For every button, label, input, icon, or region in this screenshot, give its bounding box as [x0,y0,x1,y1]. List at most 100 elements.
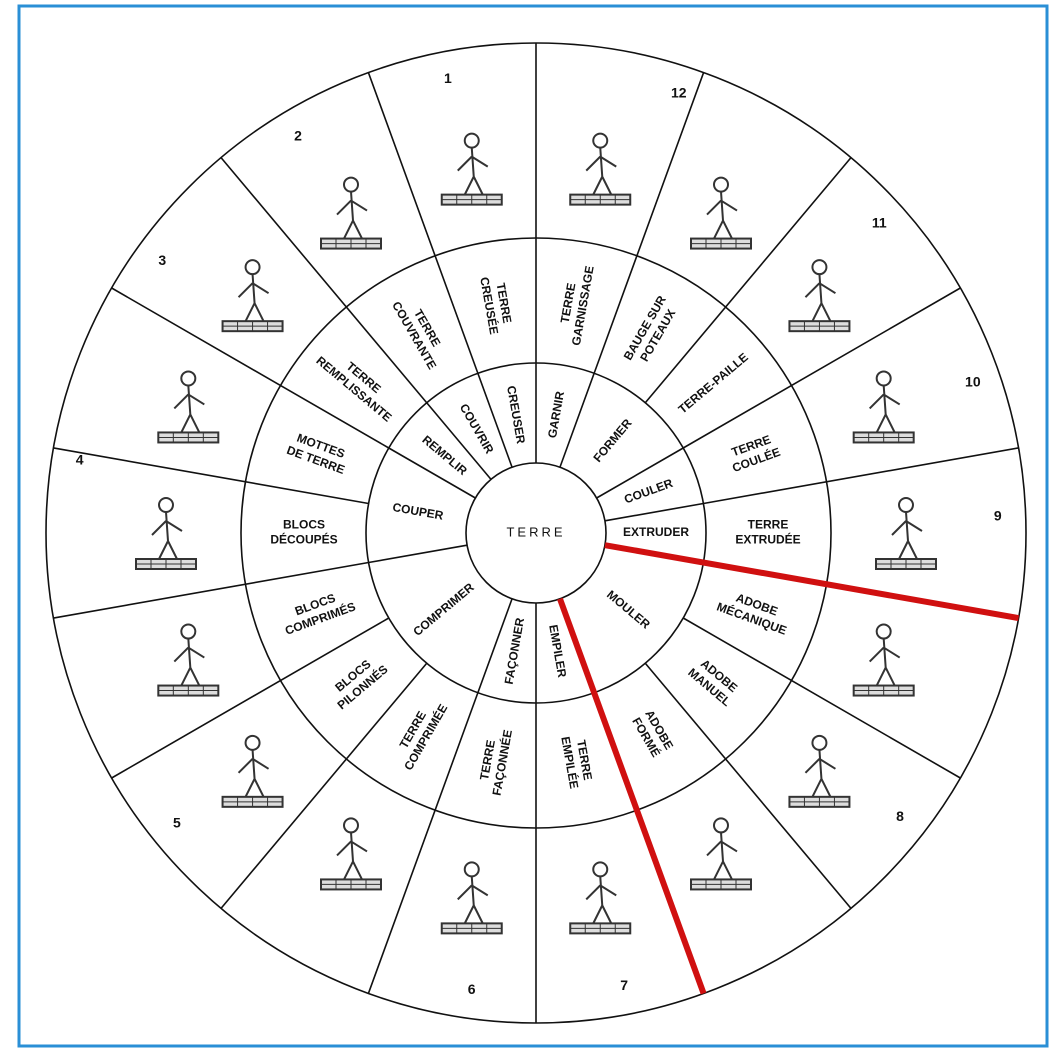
sector-number: 9 [994,508,1002,524]
verb-label: EXTRUDER [623,525,689,539]
product-label: BLOCS [283,518,325,532]
figure-head [181,625,195,639]
illustration [789,736,849,807]
illustration [876,498,936,569]
product-label: TERRE [748,518,789,532]
label-group: MOULER [604,587,653,631]
verb-label: GARNIR [545,390,567,439]
product-label: EXTRUDÉE [735,532,800,547]
figure-head [593,862,607,876]
sector-number: 3 [158,252,166,268]
verb-label: REMPLIR [419,433,470,479]
product-label: TERRE-PAILLE [676,350,751,416]
sector-number: 11 [872,215,887,231]
label-group: TERREFAÇONNÉE [475,726,515,797]
figure-head [714,818,728,832]
illustration [691,178,751,249]
figure-head [465,134,479,148]
figure-body [707,832,737,881]
sector-number: 4 [76,451,84,467]
illustration [223,260,283,331]
illustration [158,625,218,696]
figure-body [239,750,269,799]
verb-label: COULER [622,476,675,507]
label-group: EMPILER [546,624,569,679]
label-group: REMPLIR [419,433,470,479]
figure-head [465,862,479,876]
illustration [321,818,381,889]
figure-head [812,736,826,750]
label-group: GARNIR [545,390,567,439]
verb-divider [605,503,703,520]
illustration [854,371,914,442]
figure-head [877,625,891,639]
figure-body [586,148,616,197]
label-group: CREUSER [504,385,528,446]
illustration [691,818,751,889]
figure-body [805,750,835,799]
verb-label: CREUSER [504,385,528,446]
figure-body [870,639,900,688]
figure-head [181,371,195,385]
illustration [158,371,218,442]
figure-body [458,876,488,925]
label-group: TERRECOULÉE [725,431,782,475]
label-group: COMPRIMER [410,580,476,639]
sector-number: 10 [965,373,981,389]
figure-body [586,876,616,925]
center-label: TERRE [506,524,565,539]
illustration [442,862,502,933]
label-group: BAUGE SURPOTEAUX [621,293,682,370]
verb-label: EMPILER [546,624,569,679]
sector-number: 1 [444,70,452,86]
label-group: FAÇONNER [502,616,528,685]
figure-head [159,498,173,512]
verb-label: FORMER [590,416,634,465]
product-label: DÉCOUPÉS [270,532,337,547]
illustration [854,625,914,696]
figure-body [337,832,367,881]
sector-number: 2 [294,128,302,144]
verb-label: FAÇONNER [502,616,528,685]
illustration [136,498,196,569]
figure-body [152,512,182,561]
figure-body [707,192,737,241]
figure-body [337,192,367,241]
figure-head [246,736,260,750]
figure-head [344,818,358,832]
illustration [442,134,502,205]
sector-number: 6 [468,981,476,997]
figure-body [458,148,488,197]
page: TERRE EXTRUDER MOULER EMPILER FAÇONNER COMPRI… [0,0,1060,1050]
illustration [223,736,283,807]
sector-number: 5 [173,814,181,830]
wheel-diagram: TERRE EXTRUDER MOULER EMPILER FAÇONNER COMPRI… [0,0,1060,1050]
illustration [789,260,849,331]
verb-label: MOULER [604,587,653,631]
sector-number: 12 [671,84,687,100]
figure-head [714,178,728,192]
figure-head [246,260,260,274]
illustration [570,134,630,205]
label-group: COULER [622,476,675,507]
sector-number: 7 [620,977,628,993]
label-group: COUPER [391,500,444,523]
verb-divider [369,545,467,562]
figure-head [593,134,607,148]
figure-body [239,274,269,323]
figure-head [899,498,913,512]
figure-body [870,385,900,434]
sector-divider [645,663,851,908]
